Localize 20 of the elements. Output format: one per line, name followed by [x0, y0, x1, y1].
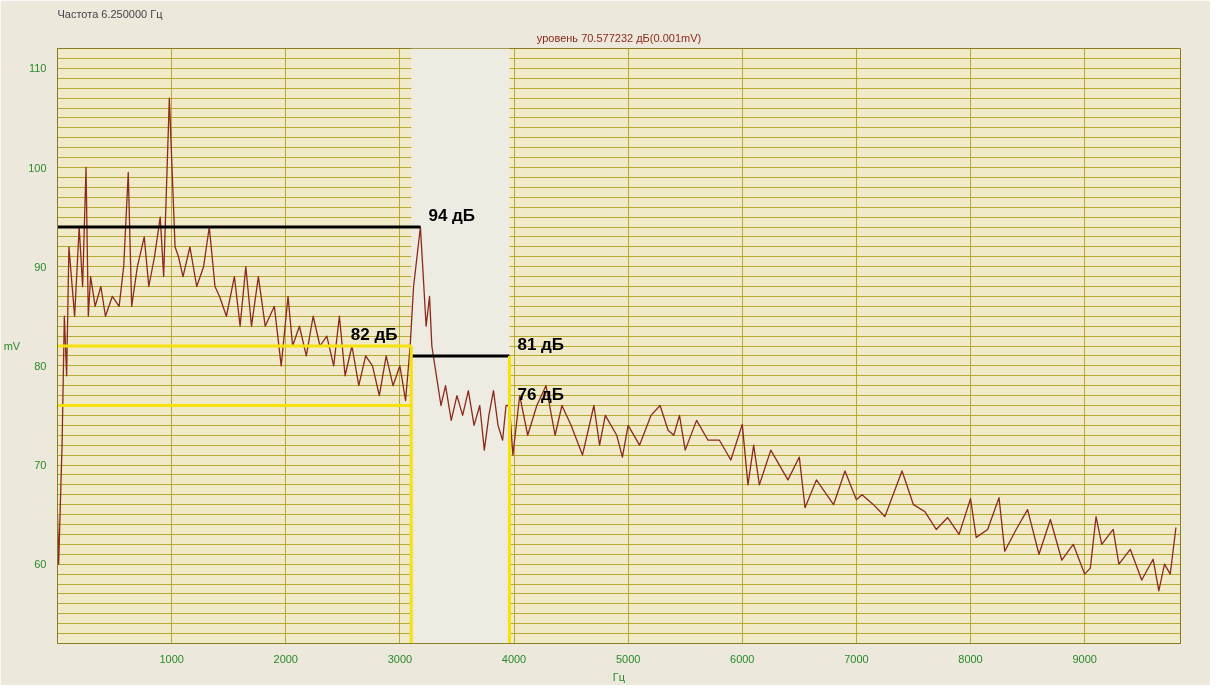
x-tick-label: 8000 — [958, 652, 983, 665]
y-tick-label: 100 — [28, 161, 47, 174]
x-axis-title: Гц — [612, 670, 626, 683]
y-axis-title: mV — [3, 340, 21, 352]
y-tick-label: 70 — [34, 459, 47, 471]
y-tick-label: 60 — [34, 558, 47, 571]
x-tick-label: 6000 — [730, 652, 755, 665]
chart-subtitle: уровень 70.577232 дБ(0.001mV) — [536, 31, 702, 44]
x-tick-label: 4000 — [501, 652, 527, 665]
x-tick-label: 9000 — [1072, 652, 1097, 665]
chart-title: Частота 6.250000 Гц — [57, 7, 164, 20]
y-tick-label: 80 — [34, 359, 47, 372]
x-tick-label: 3000 — [387, 652, 413, 665]
y-tick-label: 110 — [28, 62, 47, 75]
x-tick-label: 7000 — [844, 652, 869, 665]
x-tick-label: 5000 — [615, 652, 641, 665]
x-tick-label: 2000 — [273, 652, 298, 665]
y-tick-label: 90 — [34, 260, 47, 273]
annotation: 94 дБ — [428, 206, 476, 225]
x-tick-label: 1000 — [159, 652, 184, 665]
